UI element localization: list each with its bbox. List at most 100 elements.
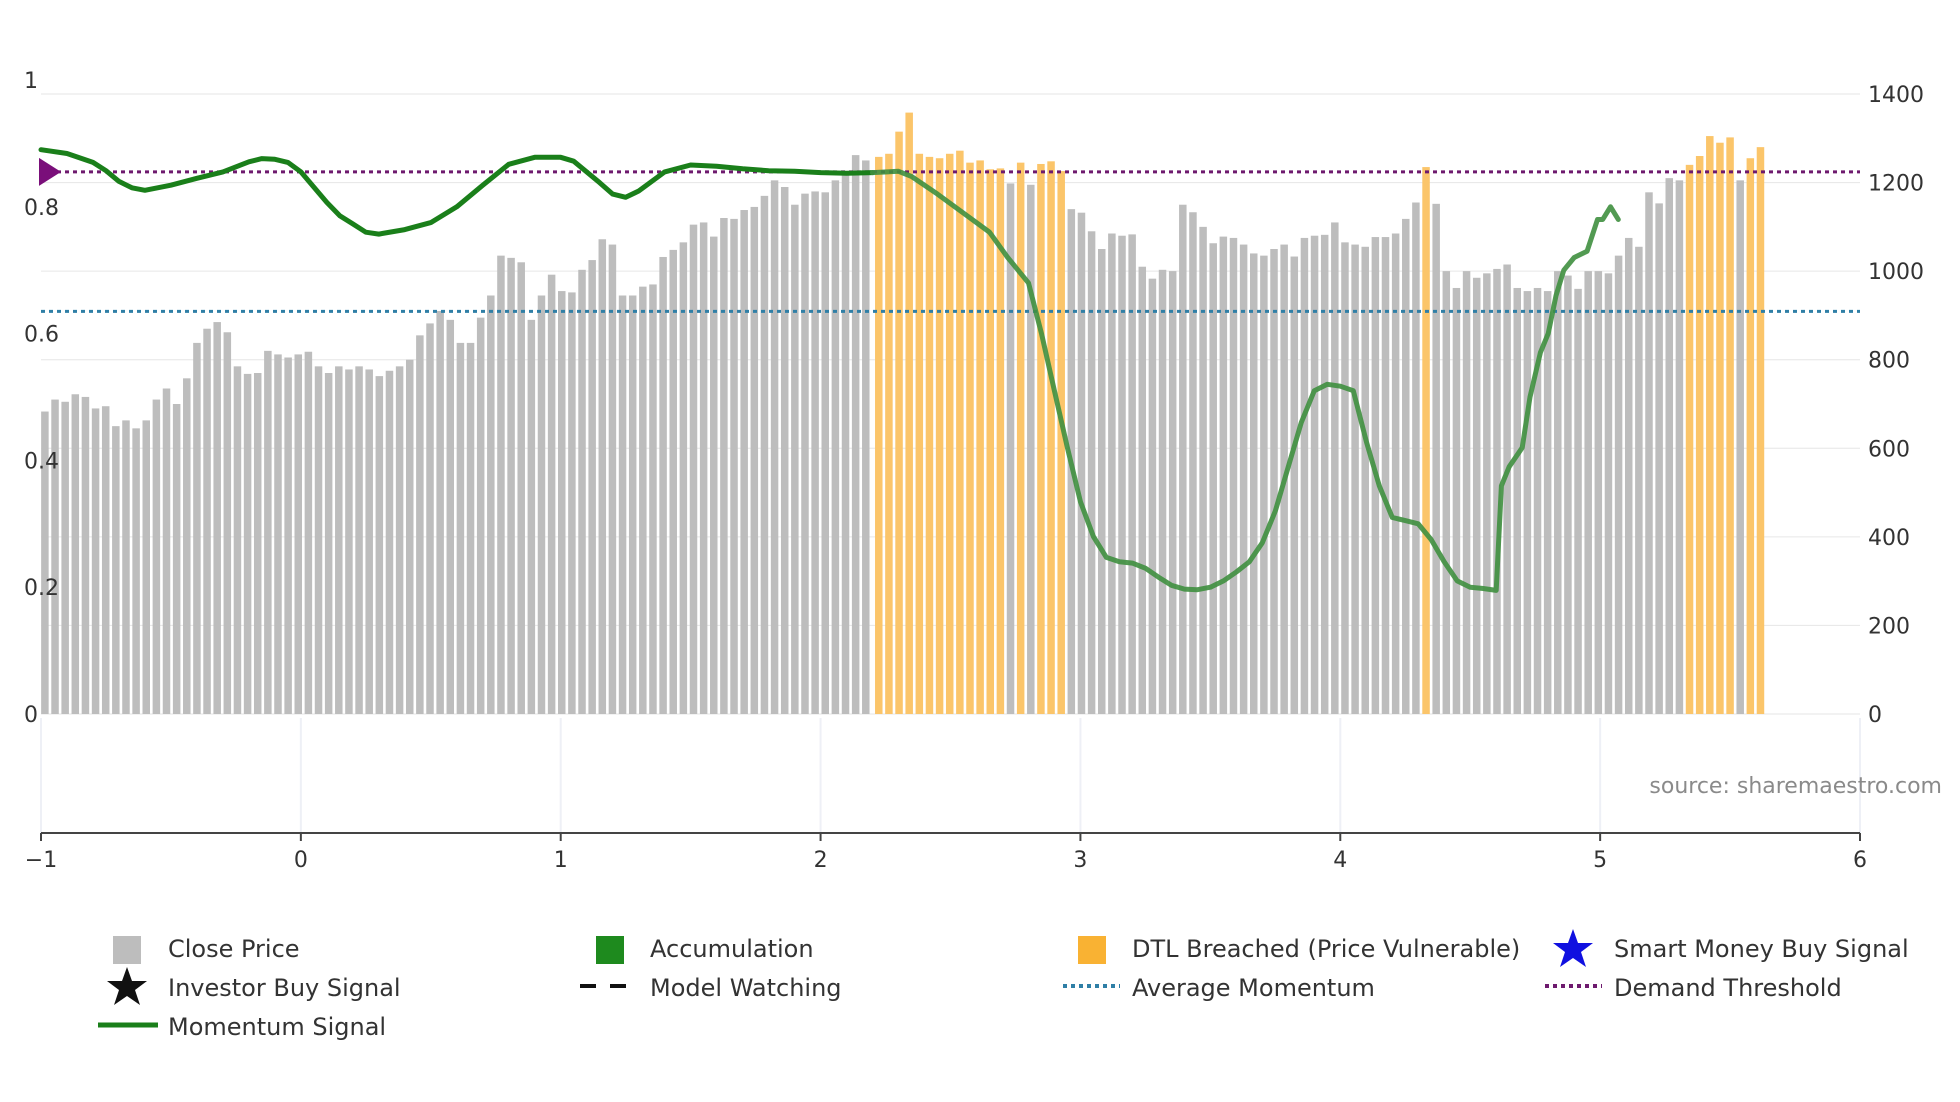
dtl-breached-bar [1756, 147, 1765, 715]
close-price-bar [770, 180, 779, 714]
close-price-bar [193, 342, 201, 714]
close-price-bar [1027, 184, 1035, 715]
close-price-bar [416, 335, 424, 714]
close-price-bar [405, 359, 414, 714]
legend-smart-money: Smart Money Buy Signal [1614, 935, 1909, 963]
legend-investor-buy: Investor Buy Signal [168, 974, 401, 1002]
close-price-bar [1199, 226, 1207, 714]
close-price-bar [172, 404, 181, 714]
close-price-bar [476, 317, 485, 714]
close-price-bar [446, 319, 455, 714]
close-price-bar [233, 366, 242, 714]
right-axis-ticks: 0 200 400 600 800 1000 1200 1400 [1868, 83, 1924, 728]
x-tick-label: 5 [1593, 848, 1607, 873]
x-tick-label: 6 [1853, 848, 1867, 873]
close-price-bar [1564, 275, 1572, 714]
close-price-bar [791, 204, 799, 714]
left-tick-label: 0.2 [24, 576, 59, 601]
dtl-breached-bar [875, 156, 883, 714]
right-tick-label: 600 [1868, 437, 1910, 462]
dtl-breached-bar [986, 169, 995, 715]
close-price-bar [294, 354, 303, 714]
close-price-bar [1087, 231, 1096, 715]
legend-accumulation: Accumulation [650, 935, 814, 963]
close-price-bar [314, 366, 323, 714]
close-price-bar [385, 370, 394, 714]
close-price-bar [1412, 202, 1420, 714]
reference-lines [41, 170, 1860, 313]
close-price-bar [1554, 271, 1562, 714]
x-tick-label: 4 [1333, 848, 1347, 873]
dtl-breached-bar [956, 150, 964, 714]
close-price-bar [487, 295, 495, 714]
close-price-bar [811, 191, 819, 714]
dtl-breached-bar [1726, 137, 1734, 714]
dtl-breached-swatch [1078, 936, 1106, 964]
close-price-bar [243, 373, 252, 714]
x-tick-label: 0 [294, 848, 308, 873]
close-price-bar [1675, 180, 1684, 714]
close-price-bar [1320, 234, 1329, 715]
x-axis-ticks: −1 0 1 2 3 4 5 6 [25, 833, 1867, 873]
close-price-bar [497, 255, 505, 714]
x-tick-label: 1 [554, 848, 568, 873]
dtl-breached-bar [945, 153, 954, 715]
close-price-bar [1543, 291, 1552, 714]
legend-model-watching: Model Watching [650, 974, 842, 1002]
close-price-bar [1351, 244, 1359, 715]
close-price-bar [162, 388, 171, 714]
close-price-bar [1381, 237, 1390, 715]
right-tick-label: 1200 [1868, 172, 1924, 197]
close-price-bar [1270, 249, 1278, 714]
close-price-bar [122, 420, 130, 714]
dtl-breached-bar [976, 160, 984, 714]
right-tick-label: 200 [1868, 614, 1910, 639]
close-price-bar [750, 206, 759, 714]
close-price-bar [517, 262, 525, 714]
close-price-bar [699, 222, 708, 714]
close-price-bar [365, 369, 373, 714]
close-price-bar [547, 274, 556, 714]
close-price-bar [1736, 180, 1744, 714]
close-price-bar [335, 366, 343, 714]
close-price-bar [1077, 212, 1086, 714]
dtl-breached-bar [1047, 161, 1055, 715]
close-price-bar [1006, 183, 1015, 714]
close-price-swatch [113, 936, 141, 964]
legend-dtl-breached: DTL Breached (Price Vulnerable) [1132, 935, 1520, 963]
close-price-bar [780, 187, 789, 714]
dtl-breached-bar [885, 153, 893, 715]
close-price-bar [1584, 271, 1592, 714]
momentum-line-faded [870, 168, 1621, 593]
close-price-bar [740, 210, 748, 714]
close-price-bar [1574, 288, 1582, 714]
close-price-bar [112, 426, 120, 714]
close-price-bar [1472, 277, 1481, 714]
dtl-breached-bar [1746, 158, 1755, 714]
x-gridlines [40, 718, 1861, 833]
close-price-bar [1483, 273, 1491, 714]
dtl-breached-bar [1685, 164, 1694, 714]
close-price-bar [1614, 255, 1623, 714]
close-price-bar [608, 244, 617, 715]
close-price-bar [355, 366, 363, 714]
close-price-bar [456, 342, 465, 714]
close-price-bar [1645, 192, 1653, 715]
close-price-bar [1108, 233, 1116, 714]
close-price-bar [862, 160, 870, 714]
accumulation-swatch [596, 936, 624, 964]
right-tick-label: 400 [1868, 526, 1910, 551]
close-price-bar [659, 256, 667, 714]
close-price-bar [1148, 278, 1157, 714]
demand-threshold-marker [39, 157, 61, 186]
close-price-bar [1432, 203, 1440, 715]
close-price-bar [1260, 255, 1268, 714]
close-price-bar [1594, 271, 1603, 714]
close-price-bar [345, 369, 353, 714]
close-price-bar [527, 319, 536, 714]
close-price-bar [1635, 246, 1643, 715]
legend-demand-threshold: Demand Threshold [1614, 974, 1842, 1002]
dtl-breached-bar [996, 168, 1005, 714]
close-price-bar [324, 373, 333, 714]
